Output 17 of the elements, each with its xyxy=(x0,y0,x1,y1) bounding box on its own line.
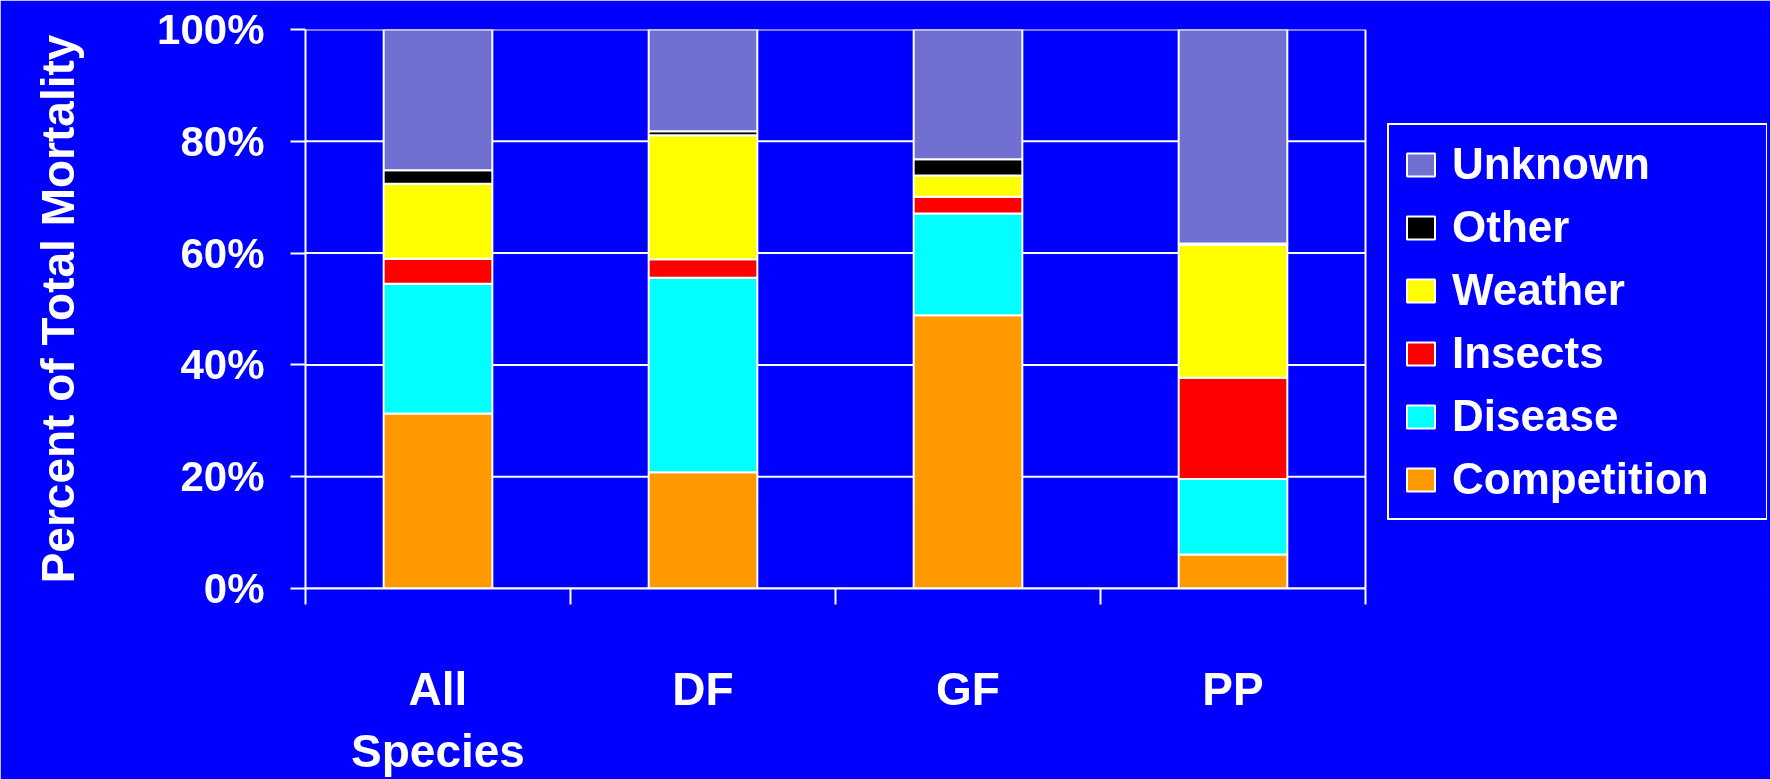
legend-label: Insects xyxy=(1452,328,1605,378)
legend-label: Weather xyxy=(1452,265,1626,315)
x-tick-label: PP xyxy=(1202,662,1264,715)
x-tick-label: GF xyxy=(936,662,1000,715)
y-tick-label: 40% xyxy=(180,341,265,389)
y-tick-label: 80% xyxy=(180,117,265,165)
y-tick-label: 0% xyxy=(203,565,265,612)
y-tick-label: 20% xyxy=(180,453,265,501)
x-tick-label: All Species xyxy=(351,662,525,777)
legend-label: Unknown xyxy=(1452,139,1651,189)
legend-label: Competition xyxy=(1452,454,1710,504)
y-tick-label: 60% xyxy=(180,229,265,277)
x-tick-label: DF xyxy=(672,662,734,715)
y-axis-title: Percent of Total Mortality xyxy=(32,34,85,584)
legend-label: Other xyxy=(1452,202,1571,252)
legend-label: Disease xyxy=(1452,391,1620,441)
y-tick-label: 100% xyxy=(157,6,265,53)
